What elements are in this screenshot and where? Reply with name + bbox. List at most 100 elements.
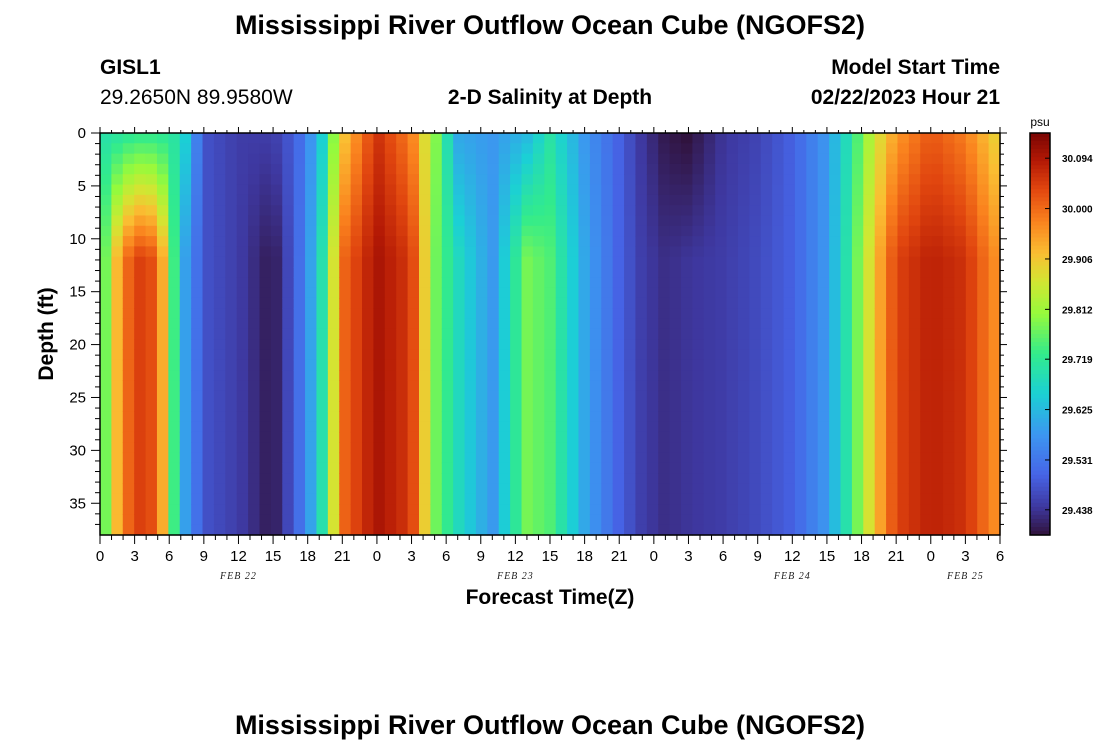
colorbar-segment — [1030, 486, 1050, 492]
heatmap-cell — [715, 246, 728, 258]
heatmap-cell — [441, 133, 454, 144]
heatmap-cell — [589, 318, 602, 330]
heatmap-cell — [305, 390, 318, 402]
heatmap-cell — [703, 504, 716, 515]
heatmap-cell — [168, 401, 181, 412]
heatmap-cell — [749, 256, 762, 268]
heatmap-cell — [965, 473, 978, 485]
heatmap-cell — [156, 504, 169, 515]
heatmap-cell — [931, 318, 944, 330]
heatmap-cell — [658, 287, 671, 299]
heatmap-cell — [567, 380, 580, 392]
heatmap-cell — [339, 483, 352, 495]
heatmap-cell — [703, 246, 716, 258]
heatmap-cell — [635, 359, 648, 371]
heatmap-cell — [179, 349, 192, 361]
heatmap-cell — [977, 514, 990, 526]
heatmap-cell — [703, 215, 716, 227]
heatmap-cell — [601, 524, 614, 536]
heatmap-cell — [760, 473, 773, 485]
heatmap-cell — [327, 339, 340, 351]
heatmap-cell — [635, 411, 648, 423]
heatmap-cell — [156, 421, 169, 433]
heatmap-cell — [977, 504, 990, 515]
heatmap-cell — [669, 256, 682, 268]
heatmap-cell — [134, 390, 147, 402]
heatmap-cell — [715, 133, 728, 144]
heatmap-cell — [487, 225, 500, 237]
heatmap-cell — [635, 524, 648, 536]
heatmap-cell — [498, 308, 511, 320]
heatmap-cell — [384, 473, 397, 485]
heatmap-cell — [453, 236, 466, 247]
heatmap-cell — [407, 153, 420, 165]
heatmap-cell — [487, 390, 500, 402]
heatmap-cell — [236, 349, 249, 361]
heatmap-cell — [179, 359, 192, 371]
heatmap-cell — [954, 411, 967, 423]
heatmap-cell — [578, 462, 591, 474]
heatmap-cell — [669, 318, 682, 330]
heatmap-cell — [760, 339, 773, 351]
heatmap-cell — [920, 504, 933, 515]
heatmap-cell — [396, 390, 409, 402]
heatmap-cell — [612, 143, 625, 155]
heatmap-cell — [817, 421, 830, 433]
heatmap-cell — [988, 174, 1001, 186]
heatmap-cell — [863, 401, 876, 412]
heatmap-cell — [567, 473, 580, 485]
heatmap-cell — [156, 287, 169, 299]
heatmap-cell — [168, 421, 181, 433]
heatmap-cell — [305, 174, 318, 186]
heatmap-cell — [715, 143, 728, 155]
heatmap-cell — [658, 246, 671, 258]
colorbar-segment — [1030, 301, 1050, 307]
heatmap-cell — [122, 297, 135, 309]
heatmap-cell — [612, 483, 625, 495]
heatmap-cell — [430, 215, 443, 227]
heatmap-cell — [202, 143, 215, 155]
heatmap-cell — [601, 328, 614, 340]
heatmap-cell — [669, 370, 682, 381]
heatmap-cell — [977, 473, 990, 485]
heatmap-cell — [327, 246, 340, 258]
heatmap-cell — [806, 411, 819, 423]
heatmap-cell — [886, 421, 899, 433]
colorbar-segment — [1030, 382, 1050, 387]
heatmap-cell — [464, 318, 477, 330]
heatmap-cell — [920, 483, 933, 495]
heatmap-cell — [407, 267, 420, 278]
heatmap-cell — [464, 514, 477, 526]
heatmap-cell — [851, 349, 864, 361]
heatmap-cell — [840, 493, 853, 505]
heatmap-cell — [453, 380, 466, 392]
heatmap-cell — [293, 504, 306, 515]
heatmap-cell — [886, 411, 899, 423]
heatmap-cell — [453, 401, 466, 412]
heatmap-cell — [988, 328, 1001, 340]
heatmap-cell — [441, 297, 454, 309]
heatmap-cell — [475, 349, 488, 361]
heatmap-cell — [624, 411, 637, 423]
heatmap-cell — [783, 225, 796, 237]
heatmap-cell — [681, 473, 693, 485]
heatmap-cell — [589, 236, 602, 247]
heatmap-cell — [794, 163, 807, 175]
heatmap-cell — [874, 473, 887, 485]
heatmap-cell — [236, 483, 249, 495]
heatmap-cell — [578, 163, 591, 175]
heatmap-cell — [521, 524, 534, 536]
heatmap-cell — [669, 328, 682, 340]
heatmap-cell — [749, 163, 762, 175]
colorbar-segment — [1030, 378, 1050, 383]
heatmap-cell — [339, 225, 352, 237]
heatmap-cell — [988, 308, 1001, 320]
heatmap-cell — [943, 277, 956, 289]
heatmap-cell — [578, 349, 591, 361]
heatmap-cell — [612, 277, 625, 289]
heatmap-cell — [373, 452, 386, 464]
heatmap-cell — [794, 421, 807, 433]
heatmap-cell — [681, 390, 693, 402]
heatmap-cell — [191, 462, 204, 474]
heatmap-cell — [943, 236, 956, 247]
